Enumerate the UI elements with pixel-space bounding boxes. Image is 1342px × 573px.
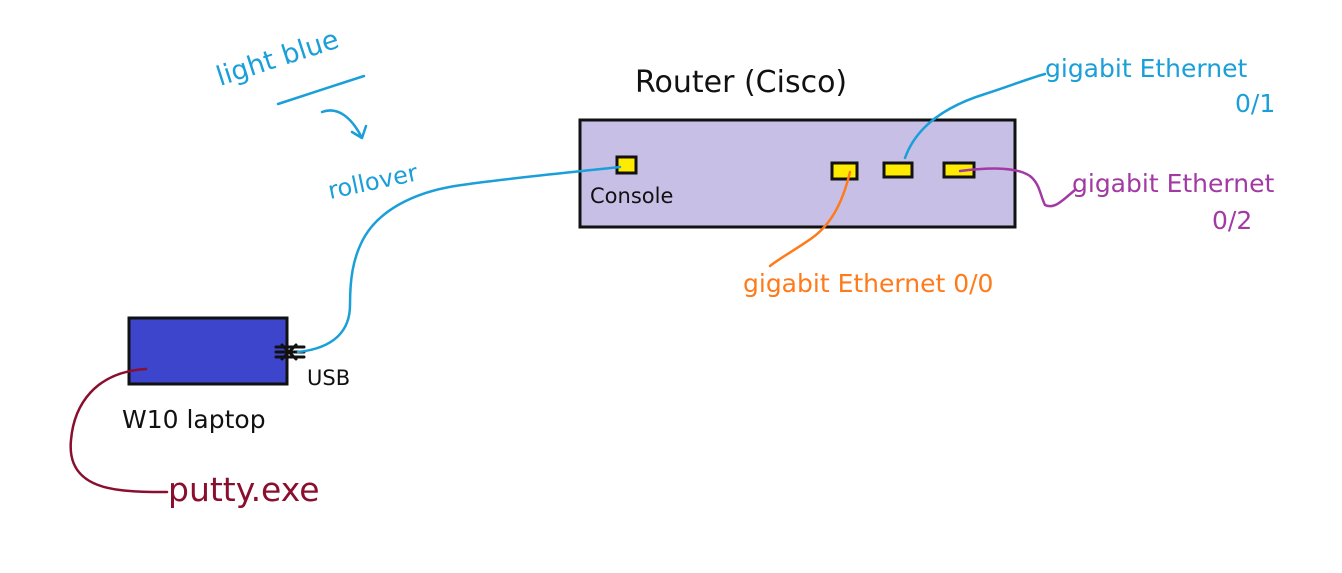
ge00-label: gigabit Ethernet 0/0 [743, 269, 993, 298]
router-title: Router (Cisco) [635, 65, 847, 100]
ge00-port-icon [830, 161, 859, 181]
ge01-label-line1: gigabit Ethernet [1045, 54, 1247, 83]
ge01-leader-line [903, 72, 1047, 160]
cable-color-underline [276, 74, 366, 106]
putty-leader-line [69, 367, 169, 494]
ge02-label-line1: gigabit Ethernet [1072, 169, 1274, 198]
ge02-leader-line [958, 167, 1077, 208]
cable-type-label: rollover [325, 159, 420, 205]
curved-arrow-icon [320, 109, 368, 140]
rollover-cable [296, 165, 622, 354]
console-label: Console [590, 184, 673, 208]
laptop-label: W10 laptop [122, 405, 266, 434]
cable-color-label: light blue [213, 24, 343, 93]
ge01-label-line2: 0/1 [1235, 89, 1275, 118]
ge01-port-icon [882, 161, 914, 179]
ge00-leader-line [768, 170, 852, 268]
laptop-box [127, 316, 289, 386]
usb-connector-icon [274, 343, 306, 361]
putty-label: putty.exe [168, 470, 320, 509]
ge02-label-line2: 0/2 [1212, 206, 1252, 235]
console-port-icon [615, 155, 638, 175]
usb-label: USB [307, 366, 350, 390]
